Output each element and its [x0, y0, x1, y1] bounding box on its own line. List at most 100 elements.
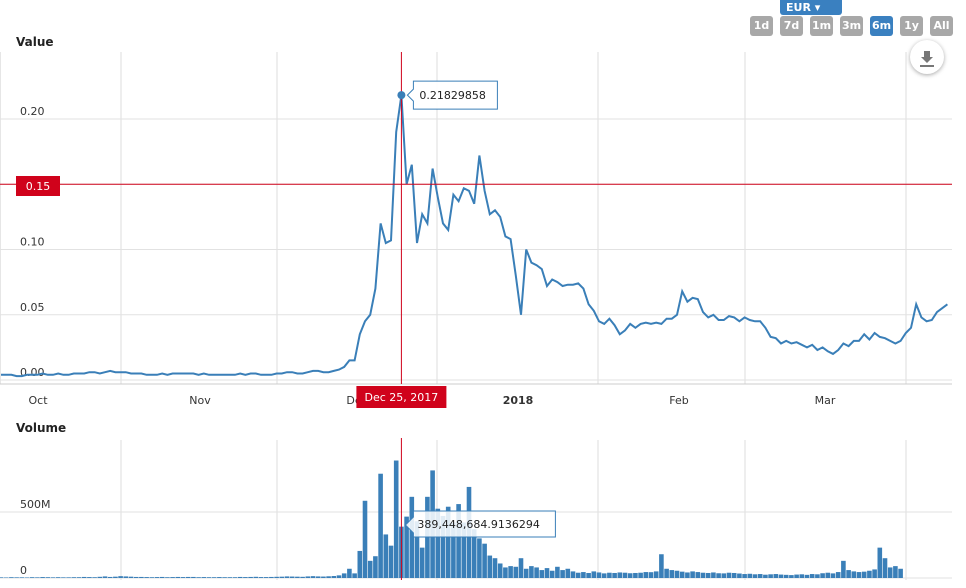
volume-bar — [601, 573, 607, 578]
volume-bar — [794, 574, 799, 578]
volume-bar — [237, 576, 243, 578]
volume-bar — [248, 576, 253, 578]
volume-bar — [97, 576, 103, 578]
volume-bar — [165, 577, 170, 578]
volume-bar — [295, 576, 300, 578]
crosshair-value-label: 0.15 — [26, 180, 51, 193]
volume-bar — [445, 506, 451, 578]
download-button[interactable] — [910, 40, 944, 74]
volume-bar — [492, 558, 498, 578]
volume-bar — [560, 570, 565, 578]
range-button-3m[interactable]: 3m — [840, 16, 863, 36]
volume-bar — [549, 570, 555, 578]
volume-bar — [690, 571, 695, 578]
volume-bar — [534, 567, 539, 578]
volume-bar — [289, 576, 295, 578]
range-button-All[interactable]: All — [930, 16, 953, 36]
volume-bar — [659, 554, 664, 578]
volume-bar — [721, 573, 727, 578]
volume-bar — [191, 576, 196, 578]
volume-bar — [643, 572, 649, 578]
volume-bar — [419, 547, 425, 578]
volume-bar — [648, 572, 654, 578]
volume-bar — [227, 577, 233, 578]
volume-bar — [123, 576, 129, 578]
volume-bar — [211, 577, 217, 578]
volume-bar — [737, 573, 742, 578]
volume-bar — [685, 572, 690, 578]
volume-tick-label: 500M — [20, 498, 51, 511]
volume-bar — [269, 576, 274, 578]
range-button-1y[interactable]: 1y — [900, 16, 923, 36]
volume-tooltip-box — [404, 510, 556, 538]
volume-bar — [24, 577, 30, 578]
volume-bar — [180, 577, 186, 578]
volume-bar — [523, 568, 529, 578]
volume-bar — [92, 577, 97, 578]
volume-bar — [825, 572, 831, 578]
crosshair-value-badge — [16, 176, 60, 196]
volume-bar — [331, 576, 337, 578]
volume-bar — [341, 573, 347, 578]
volume-bar — [887, 567, 893, 578]
volume-tick-label: 0 — [20, 564, 27, 577]
volume-bar — [872, 569, 877, 578]
download-icon — [920, 51, 934, 67]
volume-bar — [253, 576, 259, 578]
volume-bar — [778, 574, 784, 578]
volume-bar — [726, 572, 732, 578]
volume-bar — [513, 566, 519, 578]
volume-bar — [133, 576, 139, 578]
volume-bar — [695, 572, 701, 578]
volume-bar — [29, 577, 35, 578]
volume-bar — [243, 577, 248, 578]
volume-bar — [705, 572, 711, 578]
volume-bar — [201, 577, 207, 578]
volume-bar — [81, 576, 87, 578]
volume-bar — [508, 566, 513, 578]
volume-bar — [841, 560, 846, 578]
price-tooltip: 0.21829858 — [419, 89, 485, 102]
volume-bar — [310, 576, 316, 578]
range-button-1m[interactable]: 1m — [810, 16, 833, 36]
volume-bar — [107, 576, 113, 578]
volume-bar — [232, 577, 238, 578]
volume-bar — [482, 543, 487, 578]
volume-bar — [809, 574, 815, 578]
crosshair-date-badge — [356, 386, 447, 408]
volume-bar — [76, 577, 82, 578]
volume-bar — [9, 577, 14, 578]
range-button-1d[interactable]: 1d — [750, 16, 773, 36]
volume-bar — [55, 577, 61, 578]
volume-bar — [497, 563, 503, 578]
volume-bar — [529, 566, 534, 578]
volume-bar — [373, 556, 378, 578]
volume-bar — [581, 572, 586, 578]
volume-bar — [279, 576, 285, 578]
x-tick-label: Oct — [28, 394, 48, 407]
volume-bar — [757, 574, 763, 578]
volume-bar — [570, 571, 576, 578]
volume-bar — [102, 576, 108, 578]
currency-select[interactable]: EUR ▾ — [780, 0, 842, 15]
volume-bar — [321, 576, 326, 578]
volume-bar — [435, 508, 441, 578]
volume-bar — [591, 571, 597, 578]
volume-bar — [451, 522, 456, 578]
volume-bar — [118, 576, 123, 578]
volume-bar — [799, 574, 805, 578]
currency-label: EUR — [786, 1, 811, 14]
volume-bar — [362, 500, 368, 578]
x-tick-label: 2018 — [503, 394, 534, 407]
range-button-7d[interactable]: 7d — [780, 16, 803, 36]
volume-bar — [747, 573, 753, 578]
volume-bar — [898, 568, 903, 578]
volume-bar — [544, 568, 550, 578]
volume-bar — [263, 577, 269, 578]
volume-bar — [555, 566, 560, 578]
range-button-6m[interactable]: 6m — [870, 16, 893, 36]
y-tick-label: 0.10 — [20, 236, 45, 249]
volume-bar — [638, 572, 643, 578]
volume-bar — [206, 577, 212, 578]
hover-point — [397, 91, 406, 100]
